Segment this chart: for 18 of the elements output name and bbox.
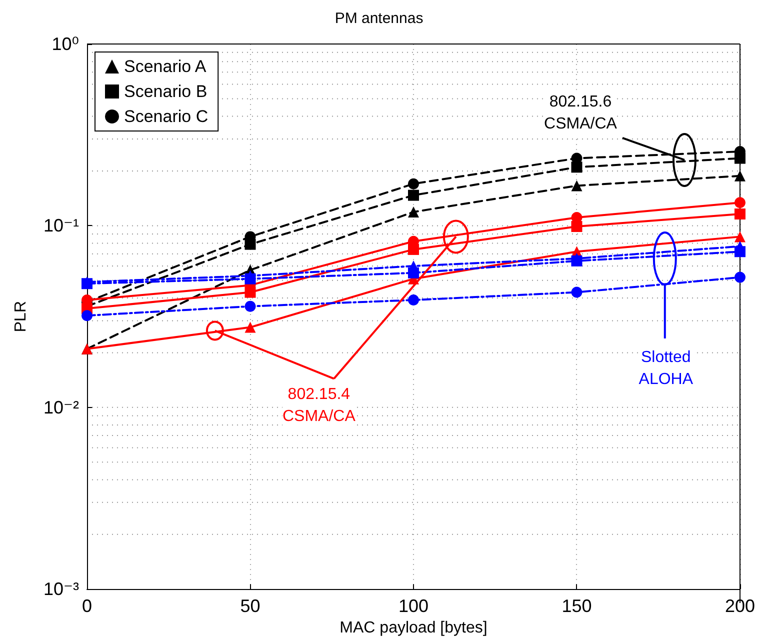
annotation: Slotted ALOHA [638,348,694,388]
y-tick-label: 10⁰ [52,34,79,54]
annotation: 802.15.4 CSMA/CA [282,386,356,426]
x-tick-label: 0 [82,596,92,616]
annotation: 802.15.6 CSMA/CA [544,93,618,132]
x-tick-label: 50 [240,596,260,616]
x-tick-label: 150 [562,596,592,616]
x-tick-label: 100 [398,596,429,616]
y-tick-label: 10⁻¹ [43,216,79,236]
y-axis-title: PLR [12,300,30,332]
x-axis-title: MAC payload [bytes] [340,620,488,636]
x-tick-label: 200 [724,596,756,616]
legend-label: Scenario A [124,57,207,76]
legend-label: Scenario C [124,107,208,126]
y-tick-label: 10⁻² [43,397,79,418]
chart-title: PM antennas [334,10,424,27]
y-tick-label: 10⁻³ [43,579,79,600]
legend-label: Scenario B [124,82,208,101]
